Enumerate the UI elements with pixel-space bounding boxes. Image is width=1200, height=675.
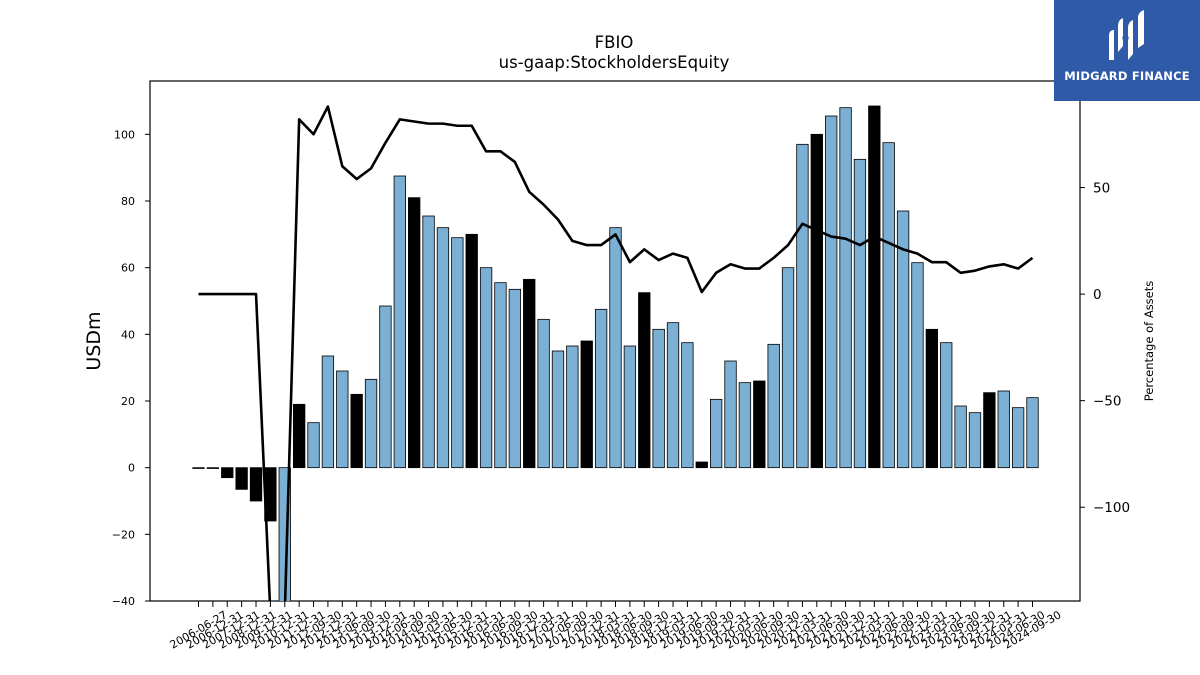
bar xyxy=(508,288,521,469)
bar xyxy=(192,467,205,469)
bar xyxy=(896,210,910,469)
bar xyxy=(307,422,320,469)
bar xyxy=(249,467,263,502)
bar xyxy=(839,107,852,469)
bar xyxy=(925,328,938,469)
bar xyxy=(695,461,708,469)
bar xyxy=(206,467,220,469)
bar xyxy=(523,278,536,469)
logo-mark-icon xyxy=(1109,10,1144,60)
brand-logo: MIDGARD FINANCE xyxy=(1054,0,1200,101)
line-series xyxy=(198,105,1034,601)
bar xyxy=(1026,397,1039,469)
bar xyxy=(221,467,234,479)
bar xyxy=(983,392,996,469)
x-axis: 2006-06-272006-12-312007-12-312008-12-31… xyxy=(168,601,1064,652)
bar xyxy=(594,308,608,469)
bar xyxy=(379,305,392,469)
y-tick-label: 20 xyxy=(121,395,135,408)
bar xyxy=(781,267,795,469)
y-tick-label: −40 xyxy=(112,595,135,608)
y-tick-label: 0 xyxy=(128,462,135,475)
bar xyxy=(292,403,306,469)
bar xyxy=(393,175,406,469)
bar xyxy=(623,345,637,469)
bar xyxy=(724,360,737,469)
bar xyxy=(868,105,881,469)
bar xyxy=(638,292,651,469)
bar xyxy=(1011,407,1025,469)
bar xyxy=(609,227,622,469)
bar xyxy=(551,350,565,469)
bar xyxy=(465,233,478,469)
y2-tick-label: 50 xyxy=(1093,181,1110,197)
y2-tick-label: 0 xyxy=(1093,287,1102,303)
y-tick-label: 100 xyxy=(114,128,135,141)
bar xyxy=(580,340,593,469)
left-axis: −40 −20 0 20 40 60 80 100 xyxy=(112,128,150,608)
bar-series xyxy=(192,105,1039,601)
bar xyxy=(968,412,982,469)
y2-tick-label: −100 xyxy=(1093,500,1130,516)
bar xyxy=(882,142,895,469)
percentage-line xyxy=(198,105,1034,601)
y-tick-label: 80 xyxy=(121,195,135,208)
bar xyxy=(666,322,680,469)
bar xyxy=(235,467,248,490)
bar xyxy=(997,390,1010,469)
bar xyxy=(422,215,435,469)
bar xyxy=(954,405,967,469)
bar xyxy=(825,115,838,469)
bar xyxy=(753,380,766,469)
y-tick-label: 60 xyxy=(121,262,135,275)
bar xyxy=(336,370,349,469)
bar xyxy=(278,467,291,601)
bar xyxy=(767,343,780,469)
right-axis: −100 −50 0 50 xyxy=(1080,181,1130,516)
bar xyxy=(566,345,579,469)
bar xyxy=(350,393,363,469)
bar xyxy=(853,158,867,469)
bar xyxy=(479,267,493,469)
bar xyxy=(652,328,665,469)
y-axis-label: USDm xyxy=(83,311,105,370)
bar xyxy=(940,342,953,469)
bar xyxy=(681,342,694,469)
bar xyxy=(710,398,723,469)
y2-axis-label: Percentage of Assets xyxy=(1142,281,1156,402)
bar xyxy=(436,227,450,469)
bar xyxy=(364,378,378,469)
bar xyxy=(911,262,924,469)
logo-text: MIDGARD FINANCE xyxy=(1064,69,1190,83)
y-tick-label: 40 xyxy=(121,328,135,341)
chart-title: FBIO xyxy=(595,33,634,52)
bar xyxy=(494,282,507,469)
bar xyxy=(738,382,752,469)
bar xyxy=(810,133,823,469)
bar xyxy=(408,197,421,469)
bar xyxy=(537,318,550,469)
y2-tick-label: −50 xyxy=(1093,394,1122,410)
bar xyxy=(321,355,335,469)
bar xyxy=(796,143,809,469)
y-tick-label: −20 xyxy=(112,528,135,541)
bar xyxy=(451,237,464,469)
chart-subtitle: us-gaap:StockholdersEquity xyxy=(499,53,730,72)
